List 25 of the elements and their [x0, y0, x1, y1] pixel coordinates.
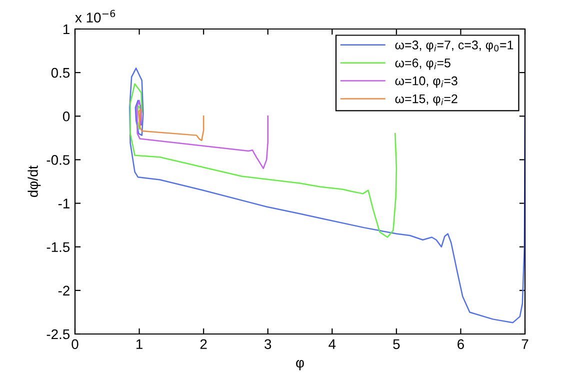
y-tick-label: -2 [58, 286, 70, 296]
legend-label: ω=6, φ$_{i}$=5 [395, 58, 450, 70]
x-tick-label: 6 [458, 339, 464, 350]
y-tick-label: 0.5 [51, 68, 70, 78]
y-tick-label: 0 [62, 111, 70, 122]
legend-label: ω=3, φ$_{i}$=7, c=3, φ$_{0}$=1 [395, 40, 514, 52]
y-tick-label: -1.5 [46, 242, 70, 252]
y-tick-label: -0.5 [46, 155, 70, 165]
line-series [138, 108, 204, 142]
y-tick-label: -1 [58, 198, 70, 208]
y-axis-title: dφ/dt [28, 166, 41, 197]
x-tick-label: 0 [72, 339, 78, 350]
x-tick-label: 1 [136, 339, 142, 349]
x-tick-label: 5 [393, 339, 400, 350]
legend-label: ω=15, φ$_{i}$=2 [395, 94, 458, 106]
x-tick-label: 2 [200, 339, 207, 349]
x-tick-label: 4 [328, 339, 336, 349]
line-series [136, 100, 268, 170]
x-tick-label: 3 [264, 339, 272, 350]
y-tick-label: -2.5 [46, 329, 70, 340]
y-tick-label: 1 [63, 24, 70, 34]
text: x 10$^{−6}$ [75, 10, 116, 22]
x-axis-title: φ [296, 360, 304, 370]
legend-label: ω=10, φ$_{i}$=3 [395, 76, 458, 88]
x-tick-label: 7 [522, 339, 528, 349]
